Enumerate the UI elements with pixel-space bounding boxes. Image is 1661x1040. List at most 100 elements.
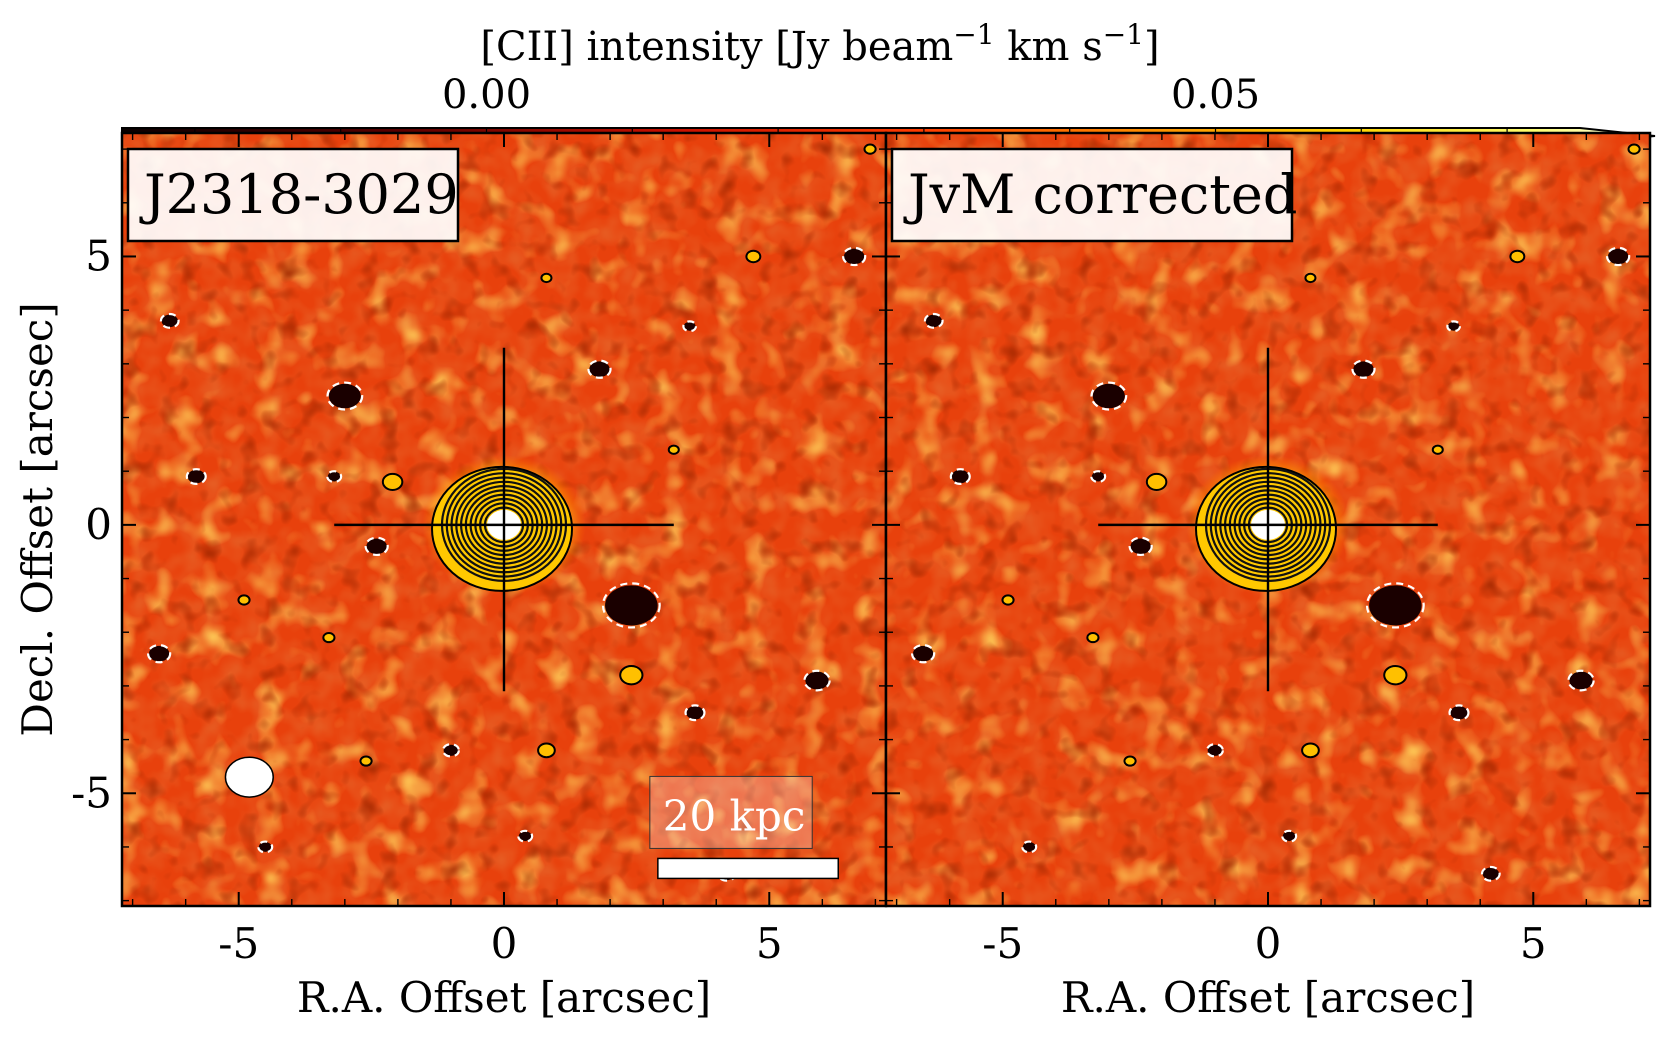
y-tick-label: 5 [85,231,112,280]
negative-contour [684,704,706,722]
positive-blob [620,666,642,684]
negative-blob [328,383,361,409]
negative-blob [443,744,459,756]
positive-contour [381,472,404,491]
positive-blob [541,274,552,282]
negative-contour [1128,536,1153,557]
positive-contour [1304,272,1317,284]
panel-title: JvM corrected [903,163,1297,226]
negative-blob [1022,842,1036,852]
positive-blob [1002,595,1014,605]
panel-1: 20 kpc J2318-3029 -5 0 5 -5 0 5 R.A. Offset [arc… [13,131,888,1022]
positive-contour [619,665,644,686]
scalebar-label: 20 kpc [663,791,806,840]
negative-blob [187,469,206,484]
negative-blob [1282,831,1296,842]
positive-blob [1087,633,1099,642]
negative-blob [1091,471,1105,482]
positive-blob [1384,666,1406,684]
negative-contour [1090,381,1128,411]
x-axis-label: R.A. Offset [arcsec] [297,973,711,1022]
negative-blob [1482,867,1500,881]
positive-blob [238,595,250,605]
positive-contour [537,742,556,759]
positive-contour [1123,755,1137,767]
negative-contour [587,359,612,379]
negative-contour [682,320,698,333]
colorbar-tick-label: 0.00 [442,72,531,118]
negative-contour [1365,582,1425,629]
x-axis-label: R.A. Offset [arcsec] [1061,973,1475,1022]
positive-contour [745,249,762,264]
beam-ellipse [224,756,274,798]
negative-blob [258,842,272,852]
negative-contour [601,582,661,629]
negative-contour [1448,704,1470,722]
negative-blob [1092,383,1125,409]
negative-contour [1090,470,1107,484]
negative-contour [147,644,172,664]
y-tick-label: 0 [85,500,112,549]
negative-blob [1130,538,1151,555]
positive-contour [237,594,251,606]
positive-blob [1510,251,1524,262]
positive-blob [1302,743,1319,757]
colorbar-label: [CII] intensity [Jy beam−1 km s−1] [480,18,1159,70]
negative-blob [366,538,387,555]
x-tick-label: 0 [1255,919,1282,968]
y-axis-label: Decl. Offset [arcsec] [13,302,62,736]
negative-blob [1569,671,1593,690]
positive-contour [1301,742,1320,759]
positive-blob [864,144,876,154]
positive-blob [383,474,402,490]
negative-blob [605,585,658,626]
negative-blob [951,469,970,484]
negative-blob [589,361,610,377]
positive-contour [359,755,373,767]
negative-blob [1447,321,1460,331]
positive-contour [1627,143,1641,155]
negative-blob [518,831,532,842]
negative-blob [1353,361,1374,377]
positive-contour [1509,249,1526,264]
negative-contour [1021,840,1038,854]
negative-blob [148,645,170,662]
colorbar: [CII] intensity [Jy beam−1 km s−1] 0.00 … [121,18,1656,145]
x-tick-label: 5 [756,919,783,968]
positive-contour [1001,594,1015,606]
negative-contour [185,468,207,486]
positive-blob [538,743,555,757]
positive-contour [322,632,336,644]
negative-contour [1606,246,1631,267]
negative-contour [326,470,343,484]
scalebar-label-box [649,775,813,849]
negative-contour [159,312,180,329]
negative-contour [517,829,534,843]
colorbar-tick-label: 0.05 [1171,72,1260,118]
negative-contour [949,468,971,486]
positive-contour [863,143,877,155]
negative-contour [1480,865,1501,882]
negative-contour [1567,669,1595,692]
heatmap-image [886,133,1650,906]
negative-blob [805,671,829,690]
positive-blob [1433,445,1443,454]
negative-contour [923,312,944,329]
positive-blob [669,445,679,454]
negative-blob [843,248,865,265]
x-tick-label: 5 [1520,919,1547,968]
negative-blob [1450,706,1468,720]
negative-blob [686,706,704,720]
negative-blob [161,314,178,328]
x-tick-label: -5 [218,919,259,968]
positive-blob [323,633,335,642]
negative-contour [1205,743,1224,758]
negative-contour [1281,829,1298,843]
negative-blob [1607,248,1629,265]
negative-contour [803,669,831,692]
negative-contour [364,536,389,557]
negative-contour [1446,320,1462,333]
positive-contour [540,272,553,284]
negative-contour [441,743,460,758]
